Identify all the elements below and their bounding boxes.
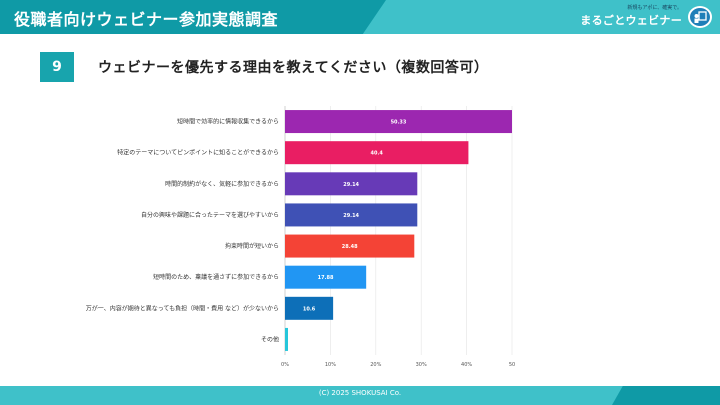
- bar: [285, 234, 415, 258]
- category-label: 万が一、内容が期待と異なっても負担（時間・費用 など）が少ないから: [86, 304, 279, 312]
- bar: [285, 172, 418, 196]
- bar: [285, 265, 367, 289]
- data-label: 29.14: [343, 213, 359, 219]
- bar-chart: 0% 10% 20% 30% 40% 50 短時間で効率的に情報収集できるから 50.33 特定…: [86, 106, 515, 368]
- x-tick-label: 20%: [370, 362, 381, 368]
- brand-name: まるごとウェビナー: [580, 14, 682, 27]
- category-label: 短時間で効率的に情報収集できるから: [177, 118, 279, 126]
- category-label: 拘束時間が短いから: [225, 242, 279, 250]
- x-tick-label: 10%: [325, 362, 336, 368]
- bar: [285, 110, 512, 134]
- brand-logo: 新規もアポに、確実で。 まるごとウェビナー: [580, 3, 712, 31]
- footer-band: [0, 386, 720, 405]
- brand-tagline: 新規もアポに、確実で。: [627, 5, 682, 11]
- category-label: 特定のテーマについてピンポイントに知ることができるから: [117, 149, 279, 157]
- data-label: 29.14: [343, 182, 359, 188]
- category-label: 時間的制約がなく、気軽に参加できるから: [165, 180, 279, 188]
- x-tick-label: 0%: [281, 362, 289, 368]
- bar: [285, 141, 469, 165]
- category-label: 短時間のため、稟議を通さずに参加できるから: [153, 273, 279, 281]
- bar: [285, 296, 334, 320]
- header-title-tab: [0, 0, 386, 34]
- page-title: 役職者向けウェビナー参加実態調査: [14, 10, 279, 29]
- data-label: 28.48: [342, 244, 358, 250]
- data-label: 17.88: [318, 275, 334, 281]
- brand-mark-icon: [688, 6, 712, 28]
- bar: [285, 203, 418, 227]
- bar: [285, 327, 288, 351]
- x-tick-label: 40%: [461, 362, 472, 368]
- footer-tab: [612, 386, 720, 405]
- question-text: ウェビナーを優先する理由を教えてください（複数回答可）: [98, 60, 489, 76]
- x-tick-label: 30%: [416, 362, 427, 368]
- data-label: 50.33: [391, 120, 407, 126]
- data-label: 40.4: [371, 151, 384, 157]
- category-label: 自分の興味や課題に合ったテーマを選びやすいから: [141, 211, 279, 219]
- question-number-badge: 9: [40, 52, 74, 82]
- data-label: 10.6: [303, 306, 316, 312]
- copyright-text: (C) 2025 SHOKUSAI Co.: [318, 389, 402, 397]
- x-tick-label: 50: [509, 362, 515, 368]
- category-label: その他: [261, 335, 279, 343]
